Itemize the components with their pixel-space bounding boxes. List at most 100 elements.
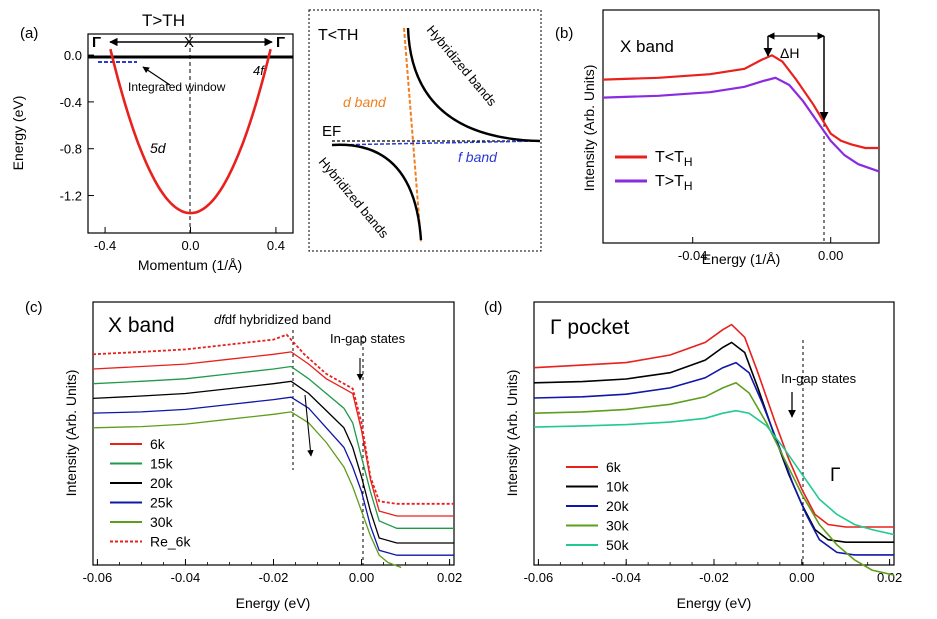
d-series-30k — [533, 381, 895, 576]
label-5d: 5d — [150, 140, 167, 156]
delta-h-label: ΔH — [780, 45, 799, 61]
c-legend-label: Re_6k — [150, 534, 191, 550]
panel-d-series — [533, 323, 895, 576]
panel-b-letter: (b) — [555, 25, 573, 42]
panel-b-ticks: -0.04 0.00 — [678, 237, 843, 263]
in-gap-label-c: In-gap states — [330, 331, 406, 346]
window-label: Integrated window — [128, 80, 226, 94]
d-legend-label: 6k — [606, 459, 622, 475]
d-series-50k — [533, 409, 895, 536]
d-band-label: d band — [343, 94, 387, 110]
b-series-red — [602, 54, 879, 150]
df-band-label: dfdf hybridized band — [214, 312, 331, 327]
d-legend-label: 20k — [606, 498, 630, 514]
panel-a-title: T>TH — [142, 11, 185, 30]
c-series-re_6k — [92, 333, 454, 505]
b-xtick-label: -0.04 — [678, 248, 708, 263]
a-ytick-label: -0.4 — [60, 95, 82, 110]
d-series-6k — [533, 323, 894, 528]
c-legend-label: 20k — [150, 475, 174, 491]
gamma-right-label: Γ — [276, 34, 285, 51]
panel-a-letter: (a) — [20, 25, 38, 42]
c-series-20k — [92, 380, 454, 544]
b-legend-label: T>TH — [655, 173, 693, 193]
hybridized-upper-curve — [406, 27, 541, 143]
c-series-30k — [92, 411, 402, 569]
d-xtick-label: -0.02 — [699, 570, 729, 585]
label-4f: 4f — [253, 63, 265, 78]
c-series-6k — [92, 351, 454, 517]
gamma-left-label: Γ — [92, 34, 101, 51]
hyb-upper-label: Hybridized bands — [424, 22, 500, 109]
schematic-panel: T<TH d band EF f band Hybridized bands H… — [308, 9, 542, 252]
panel-d: (d) -0.06 -0.04 -0.02 0.00 0.02 Γ pocket In-… — [484, 299, 902, 611]
panel-a-ylabel: Energy (eV) — [10, 96, 26, 171]
panel-a-ticks: -0.4 0.0 0.4 0.0 -0.4 -0.8 -1.2 — [60, 48, 285, 253]
panel-d-legend: 6k 10k 20k 30k 50k — [566, 459, 630, 553]
a-xtick-label: -0.4 — [94, 238, 116, 253]
c-xtick-label: -0.02 — [259, 570, 289, 585]
panel-c-xlabel: Energy (eV) — [236, 595, 311, 611]
a-ytick-label: -1.2 — [60, 189, 82, 204]
a-ytick-label: -0.8 — [60, 142, 82, 157]
panel-b-frame — [602, 9, 880, 244]
panel-b-xlabel: Energy (1/Å) — [702, 251, 781, 267]
panel-d-xlabel: Energy (eV) — [677, 595, 752, 611]
a-xtick-label: 0.4 — [267, 238, 285, 253]
d-series-20k — [533, 361, 894, 556]
b-legend-label: T<TH — [655, 149, 693, 169]
panel-a: (a) T>TH -0.4 0.0 0.4 0.0 -0.4 -0.8 -1.2 Γ X Γ… — [10, 11, 294, 273]
a-ytick-label: 0.0 — [64, 48, 82, 63]
panel-d-ylabel: Intensity (Arb. Units) — [504, 370, 520, 497]
d-xtick-label: 0.00 — [789, 570, 814, 585]
panel-b-legend: T<TH T>TH — [615, 149, 693, 193]
c-xtick-label: 0.02 — [437, 570, 462, 585]
gamma-label-d: Γ — [830, 465, 840, 486]
panel-d-letter: (d) — [484, 299, 502, 316]
panel-c-ticks: -0.06 -0.04 -0.02 0.00 0.02 — [83, 559, 462, 585]
b-xtick-label: 0.00 — [818, 248, 843, 263]
in-gap-label-d: In-gap states — [781, 371, 857, 386]
panel-b: (b) -0.04 0.00 X band ΔH T<TH T>TH Energy … — [555, 9, 880, 267]
panel-c-legend: 6k 15k 20k 25k 30k Re_6k — [110, 436, 191, 550]
panel-c: (c) -0.06 -0.04 -0.02 0.00 0.02 X band dfdf … — [25, 299, 462, 611]
b-series-purple — [602, 76, 880, 173]
c-legend-label: 15k — [150, 456, 174, 472]
panel-c-series — [92, 333, 454, 569]
panel-c-title: X band — [108, 314, 175, 337]
d-legend-label: 50k — [606, 537, 630, 553]
c-series-25k — [92, 396, 454, 556]
c-legend-label: 6k — [150, 436, 166, 452]
panel-b-ylabel: Intensity (Arb. Units) — [581, 65, 597, 192]
panel-b-title: X band — [620, 37, 674, 56]
c-legend-label: 25k — [150, 495, 174, 511]
f-band-line — [331, 140, 541, 146]
d-xtick-label: -0.04 — [611, 570, 641, 585]
f-band-label: f band — [458, 149, 498, 165]
c-xtick-label: -0.06 — [83, 570, 113, 585]
5d-band-curve — [109, 48, 272, 215]
panel-c-letter: (c) — [25, 299, 43, 316]
panel-d-title: Γ pocket — [550, 316, 629, 339]
schematic-title: T<TH — [318, 27, 358, 44]
panel-c-ylabel: Intensity (Arb. Units) — [63, 370, 79, 497]
x-point-label: X — [184, 34, 194, 51]
d-legend-label: 10k — [606, 479, 630, 495]
panel-b-series — [602, 54, 880, 173]
window-pointer-arrow — [142, 66, 171, 86]
panel-d-ticks: -0.06 -0.04 -0.02 0.00 0.02 — [524, 559, 902, 585]
hyb-lower-label: Hybridized bands — [316, 154, 392, 241]
d-legend-label: 30k — [606, 518, 630, 534]
schematic-frame — [308, 9, 542, 252]
c-xtick-label: 0.00 — [349, 570, 374, 585]
d-xtick-label: 0.02 — [877, 570, 902, 585]
c-xtick-label: -0.04 — [171, 570, 201, 585]
hybridized-lower-curve — [331, 143, 423, 241]
panel-a-xlabel: Momentum (1/Å) — [138, 257, 242, 273]
a-xtick-label: 0.0 — [181, 238, 199, 253]
c-legend-label: 30k — [150, 514, 174, 530]
df-band-arrow — [304, 394, 314, 457]
d-xtick-label: -0.06 — [524, 570, 554, 585]
ef-label: EF — [322, 123, 341, 140]
